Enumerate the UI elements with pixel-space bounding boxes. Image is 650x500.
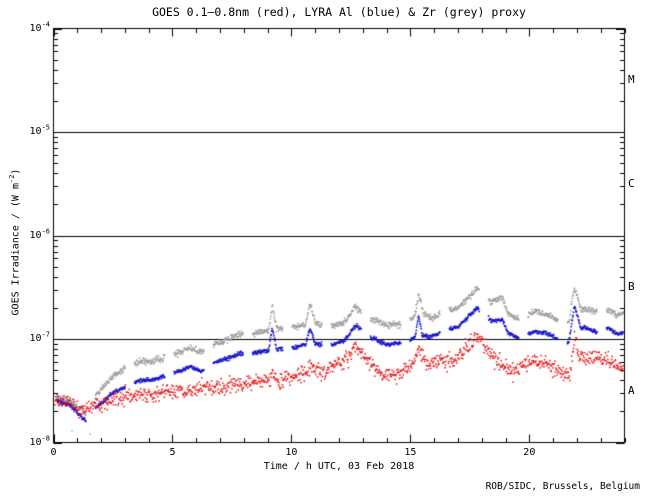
x-tick-label: 20 [523, 447, 536, 458]
y-tick-exponent: -6 [41, 227, 50, 236]
x-tick-label: 10 [285, 447, 298, 458]
y-tick-label: 10-6 [17, 227, 50, 242]
y-tick-base: 10 [29, 436, 42, 448]
y-axis-title-text: GOES Irradiance / (W m [10, 183, 22, 316]
y-tick-label: 10-8 [17, 434, 50, 449]
y-tick-exponent: -4 [41, 20, 50, 29]
y-tick-exponent: -5 [41, 123, 50, 132]
y-axis-title-close: ) [10, 168, 22, 175]
x-axis-title: Time / h UTC, 03 Feb 2018 [263, 461, 415, 472]
y-tick-base: 10 [29, 126, 42, 137]
flare-class-label-c: C [628, 176, 635, 190]
y-tick-exponent: -8 [41, 434, 50, 443]
x-tick-label: 0 [50, 447, 57, 458]
y-tick-base: 10 [29, 333, 42, 344]
y-tick-base: 10 [29, 229, 42, 241]
flare-class-label-b: B [628, 280, 635, 294]
x-tick-label: 5 [169, 447, 176, 458]
y-tick-label: 10-4 [17, 20, 50, 35]
flare-class-label-m: M [628, 73, 635, 87]
y-tick-label: 10-5 [17, 123, 50, 138]
y-tick-label: 10-7 [17, 330, 50, 345]
credit-text: ROB/SIDC, Brussels, Belgium [485, 481, 640, 492]
y-tick-base: 10 [29, 22, 42, 34]
y-tick-exponent: -7 [41, 330, 50, 339]
plot-title: GOES 0.1–0.8nm (red), LYRA Al (blue) & Z… [152, 5, 526, 19]
flare-class-label-a: A [628, 383, 635, 397]
x-tick-label: 15 [404, 447, 417, 458]
y-axis-title: GOES Irradiance / (W m-2) [8, 168, 22, 316]
y-axis-title-exponent: -2 [8, 174, 17, 184]
